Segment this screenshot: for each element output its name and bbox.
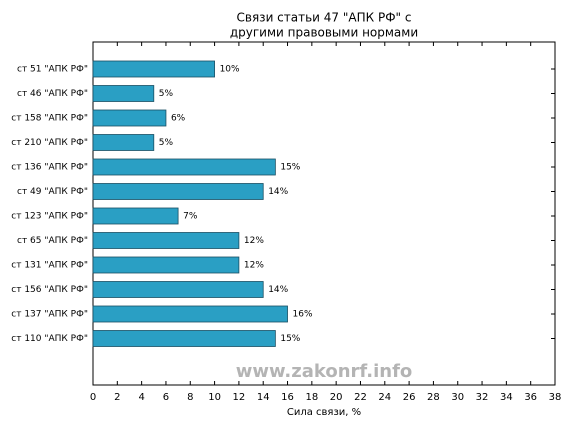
- y-tick-label: ст 158 "АПК РФ": [11, 114, 88, 124]
- x-tick-label: 10: [208, 392, 221, 403]
- value-label: 14%: [268, 187, 288, 197]
- x-tick-label: 20: [330, 392, 343, 403]
- value-label: 16%: [293, 310, 313, 320]
- x-tick-label: 38: [549, 392, 562, 403]
- y-tick-label: ст 123 "АПК РФ": [11, 212, 88, 222]
- value-label: 15%: [280, 163, 300, 173]
- x-tick-label: 18: [305, 392, 318, 403]
- bar: [92, 207, 179, 225]
- x-tick-label: 28: [427, 392, 440, 403]
- y-tick-label: ст 131 "АПК РФ": [11, 261, 88, 271]
- y-tick-label: ст 65 "АПК РФ": [17, 236, 88, 246]
- x-axis-label: Сила связи, %: [287, 407, 361, 418]
- x-tick-label: 26: [403, 392, 416, 403]
- x-tick-label: 0: [90, 392, 96, 403]
- y-tick-label: ст 136 "АПК РФ": [11, 163, 88, 173]
- value-label: 6%: [171, 114, 186, 124]
- value-label: 14%: [268, 285, 288, 295]
- bar: [92, 281, 264, 298]
- x-tick-label: 8: [187, 392, 193, 403]
- x-tick-label: 30: [451, 392, 464, 403]
- x-tick-label: 14: [257, 392, 270, 403]
- chart-title: другими правовыми нормами: [230, 26, 418, 40]
- y-tick-label: ст 110 "АПК РФ": [11, 334, 88, 344]
- value-label: 12%: [244, 261, 264, 271]
- value-label: 5%: [159, 89, 174, 99]
- x-tick-label: 36: [524, 392, 537, 403]
- chart-title: Связи статьи 47 "АПК РФ" с: [237, 11, 412, 25]
- y-tick-label: ст 51 "АПК РФ": [17, 65, 88, 75]
- value-label: 7%: [183, 212, 198, 222]
- value-label: 15%: [280, 334, 300, 344]
- y-tick-label: ст 156 "АПК РФ": [11, 285, 88, 295]
- bar: [92, 305, 288, 323]
- x-tick-label: 4: [138, 392, 144, 403]
- bar: [92, 330, 276, 347]
- y-tick-label: ст 49 "АПК РФ": [17, 187, 88, 197]
- x-tick-label: 32: [476, 392, 489, 403]
- x-tick-label: 34: [500, 392, 513, 403]
- x-tick-label: 6: [163, 392, 169, 403]
- bar: [92, 85, 155, 102]
- x-tick-label: 2: [114, 392, 120, 403]
- x-tick-label: 24: [378, 392, 391, 403]
- bar: [92, 134, 155, 151]
- y-tick-label: ст 46 "АПК РФ": [17, 89, 88, 99]
- bar: [92, 109, 167, 127]
- x-tick-label: 16: [281, 392, 294, 403]
- x-tick-label: 22: [354, 392, 367, 403]
- watermark: www.zakonrf.info: [236, 361, 413, 382]
- y-tick-label: ст 210 "АПК РФ": [11, 138, 88, 148]
- value-label: 12%: [244, 236, 264, 246]
- y-tick-label: ст 137 "АПК РФ": [11, 310, 88, 320]
- value-label: 10%: [220, 65, 240, 75]
- bar: [92, 60, 215, 78]
- bar: [92, 232, 240, 249]
- bar: [92, 158, 276, 176]
- x-tick-label: 12: [233, 392, 246, 403]
- bar: [92, 183, 264, 200]
- value-label: 5%: [159, 138, 174, 148]
- bar: [92, 256, 240, 274]
